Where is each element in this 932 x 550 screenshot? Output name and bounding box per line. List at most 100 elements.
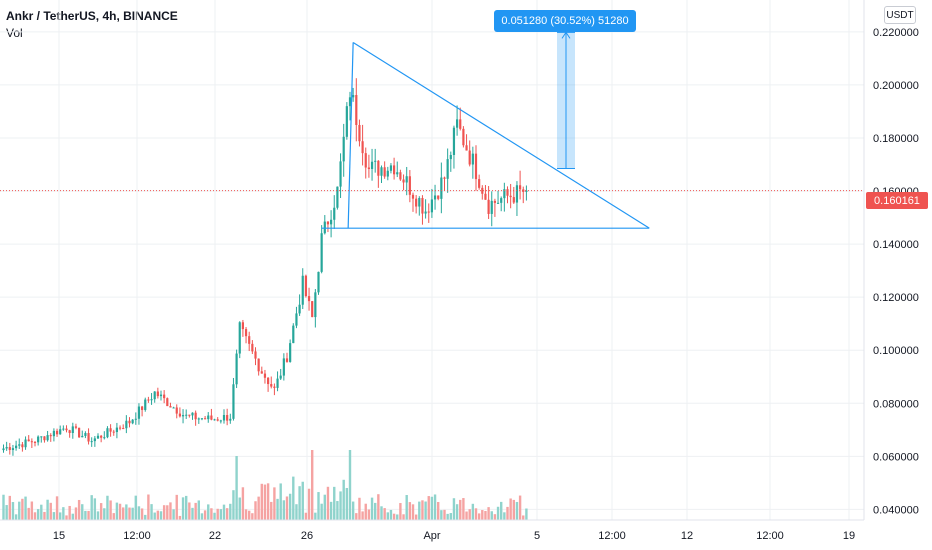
volume-bar (421, 500, 424, 520)
volume-bar (49, 502, 52, 520)
candle-body (115, 427, 118, 433)
candle-body (106, 428, 109, 438)
volume-bar (162, 505, 166, 520)
volume-bar (248, 510, 251, 520)
volume-bar (18, 501, 21, 520)
candle-body (244, 329, 248, 337)
candle-body (377, 160, 380, 176)
volume-bar (185, 495, 188, 520)
candle-body (147, 399, 150, 401)
volume-bar (314, 512, 317, 520)
volume-bar (90, 495, 93, 520)
last-price-tag: 0.160161 (866, 192, 928, 209)
candle-body (150, 399, 153, 401)
volume-bar (500, 501, 503, 520)
volume-bar (351, 501, 355, 520)
candle-body (320, 233, 323, 272)
candle-body (163, 394, 166, 399)
candle-body (197, 418, 200, 420)
candle-body (65, 428, 68, 431)
candle-body (386, 170, 389, 177)
drawing-layer[interactable] (321, 31, 650, 229)
volume-bar (370, 497, 374, 520)
price-axis[interactable]: 0.2200000.2000000.1800000.1600000.140000… (873, 27, 919, 517)
candle-body (5, 447, 8, 449)
candle-body (260, 371, 263, 374)
candle-body (156, 391, 159, 397)
candle-body (270, 384, 273, 387)
candle-body (421, 197, 424, 214)
volume-bar (8, 495, 11, 520)
volume-bar (437, 501, 440, 520)
candle-body (333, 207, 336, 220)
volume-bar (386, 512, 389, 520)
candle-body (11, 448, 15, 451)
candle-body (159, 394, 163, 397)
candle-body (178, 413, 181, 417)
candle-body (43, 436, 46, 441)
candle-body (175, 407, 178, 414)
volume-bar (128, 507, 131, 520)
candle-body (415, 198, 418, 207)
volume-bar (273, 487, 276, 520)
candle-body (481, 187, 484, 194)
volume-bar (2, 494, 5, 520)
candle-body (522, 189, 525, 192)
candle-body (27, 439, 30, 442)
volume-bar (383, 508, 386, 520)
candle-body (468, 150, 471, 165)
volume-bar (266, 483, 270, 520)
candle-body (449, 154, 452, 160)
candle-body (210, 415, 213, 420)
candle-body (213, 419, 216, 421)
volume-bar (71, 513, 74, 520)
volume-bar (55, 496, 59, 520)
currency-button[interactable]: USDT (884, 6, 916, 24)
candle-body (348, 97, 352, 107)
candle-body (405, 176, 408, 183)
volume-bar (21, 498, 24, 520)
volume-bar (134, 495, 137, 520)
volume-bar (96, 511, 100, 520)
candle-body (172, 407, 175, 409)
volume-bar (103, 508, 106, 520)
volume-bar (112, 513, 115, 520)
candle-body (49, 435, 52, 437)
time-tick-label: 22 (209, 530, 221, 542)
volume-bar (364, 503, 367, 520)
time-axis[interactable]: 15 12:00 22 26 Apr 5 12:00 12 12:00 19 (53, 530, 855, 542)
volume-bar (522, 515, 525, 520)
candle-body (191, 412, 194, 416)
volume-bar (490, 511, 493, 520)
candle-body (267, 377, 270, 385)
candle-body (408, 176, 411, 195)
volume-bar (156, 510, 160, 520)
candle-body (188, 414, 191, 416)
candle-body (295, 313, 298, 326)
volume-bar (405, 495, 408, 520)
volume-bar (496, 506, 500, 520)
candle-body (263, 373, 267, 378)
volume-bar (298, 486, 301, 520)
candle-body (393, 165, 396, 175)
candle-body (222, 415, 226, 421)
volume-bar (99, 503, 103, 520)
candle-body (370, 161, 374, 169)
volume-bar (191, 507, 194, 520)
candle-body (84, 433, 87, 436)
candle-body (78, 427, 81, 438)
candle-body (30, 441, 33, 443)
candle-body (248, 336, 251, 344)
volume-bar (131, 507, 134, 520)
volume-bar (147, 494, 150, 520)
candle-body (459, 119, 462, 129)
candle-body (207, 415, 210, 420)
price-tick-label: 0.080000 (873, 398, 919, 410)
volume-indicator-label[interactable]: Vol (6, 26, 23, 40)
candle-body (474, 153, 478, 180)
volume-bar (355, 513, 358, 520)
candle-body (292, 325, 295, 344)
volume-bar (348, 450, 352, 520)
volume-bar (402, 514, 405, 520)
